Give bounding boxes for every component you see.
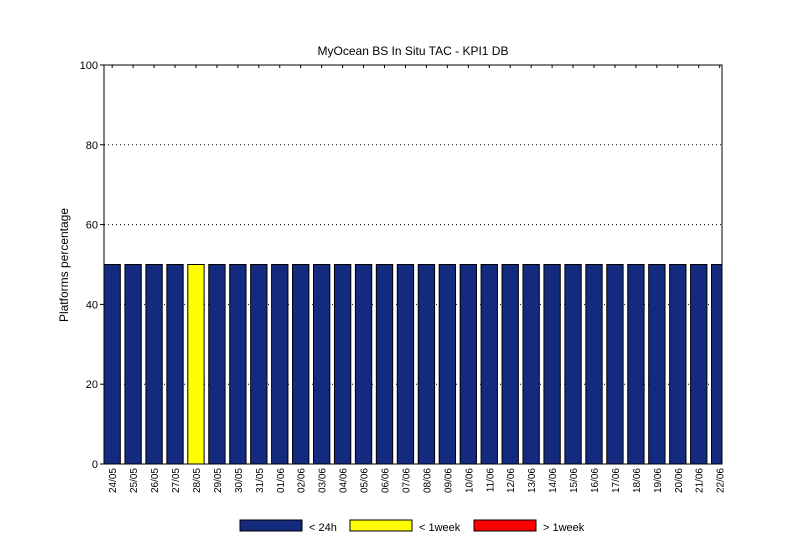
bar: [375, 264, 394, 465]
y-tick-label: 100: [80, 60, 98, 72]
x-axis-ticks: 24/05 25/05 26/05 27/05 28/05 29/05 30/05 31/05…: [108, 65, 727, 493]
bar: [417, 264, 436, 465]
x-tick-label: 29/05: [213, 468, 224, 493]
x-tick-label: 14/06: [548, 468, 559, 493]
y-tick-label: 80: [86, 140, 98, 152]
y-tick-label: 0: [92, 459, 98, 471]
x-tick-label: 22/06: [716, 468, 727, 493]
legend-swatch: [473, 519, 537, 532]
x-tick-label: 05/06: [360, 468, 371, 493]
x-tick-label: 06/06: [381, 468, 392, 493]
x-tick-label: 12/06: [506, 468, 517, 493]
x-tick-label: 03/06: [318, 468, 329, 493]
x-tick-label: 13/06: [527, 468, 538, 493]
legend-label: > 1week: [543, 522, 585, 534]
x-tick-label: 11/06: [485, 468, 496, 493]
legend-swatch: [349, 519, 413, 532]
bar: [690, 264, 708, 465]
bar: [312, 264, 331, 465]
bar: [564, 264, 582, 465]
bar: [396, 264, 415, 465]
x-tick-label: 17/06: [611, 468, 622, 493]
x-tick-label: 26/05: [150, 468, 161, 493]
x-tick-label: 08/06: [422, 468, 433, 493]
x-tick-label: 20/06: [674, 468, 685, 493]
bar: [208, 264, 226, 465]
bar: [543, 264, 561, 465]
x-tick-label: 02/06: [297, 468, 308, 493]
bar: [606, 264, 624, 465]
bar: [669, 264, 687, 465]
x-tick-label: 10/06: [464, 468, 475, 493]
plot-frame: [103, 64, 723, 465]
y-axis-label: Platforms percentage: [57, 208, 71, 322]
legend-label: < 1week: [419, 522, 461, 534]
x-tick-label: 27/05: [171, 468, 182, 493]
bar: [187, 264, 205, 465]
legend-label: < 24h: [309, 522, 337, 534]
bar: [124, 264, 142, 465]
x-tick-label: 04/06: [339, 468, 350, 493]
bar: [501, 264, 519, 465]
bar: [627, 264, 645, 465]
bar: [333, 264, 352, 465]
bar: [648, 264, 666, 465]
bar: [292, 264, 310, 465]
bar: [438, 264, 457, 465]
bar: [229, 264, 247, 465]
x-tick-label: 30/05: [234, 468, 245, 493]
x-tick-label: 01/06: [276, 468, 287, 493]
y-tick-label: 60: [86, 220, 98, 232]
bar: [711, 264, 723, 465]
y-tick-label: 40: [86, 299, 98, 311]
legend-swatch: [239, 519, 303, 532]
x-tick-label: 19/06: [653, 468, 664, 493]
bar: [585, 264, 603, 465]
x-tick-label: 28/05: [192, 468, 203, 493]
bar: [145, 264, 163, 465]
bar: [522, 264, 540, 465]
legend: < 24h < 1week > 1week: [239, 519, 585, 534]
chart-title: MyOcean BS In Situ TAC - KPI1 DB: [318, 44, 509, 58]
bar: [166, 264, 184, 465]
x-tick-label: 16/06: [590, 468, 601, 493]
x-tick-label: 09/06: [443, 468, 454, 493]
x-tick-label: 15/06: [569, 468, 580, 493]
y-tick-label: 20: [86, 379, 98, 391]
x-tick-label: 31/05: [255, 468, 266, 493]
x-tick-label: 24/05: [108, 468, 119, 493]
x-tick-label: 21/06: [695, 468, 706, 493]
bar: [459, 264, 477, 465]
bars: [103, 264, 723, 465]
x-tick-label: 25/05: [129, 468, 140, 493]
x-tick-label: 18/06: [632, 468, 643, 493]
y-axis-ticks: 0 20 40 60 80 100: [80, 60, 104, 471]
x-tick-label: 07/06: [401, 468, 412, 493]
bar: [103, 264, 121, 465]
bar: [354, 264, 373, 465]
bar: [480, 264, 498, 465]
bar: [250, 264, 268, 465]
bar: [271, 264, 289, 465]
